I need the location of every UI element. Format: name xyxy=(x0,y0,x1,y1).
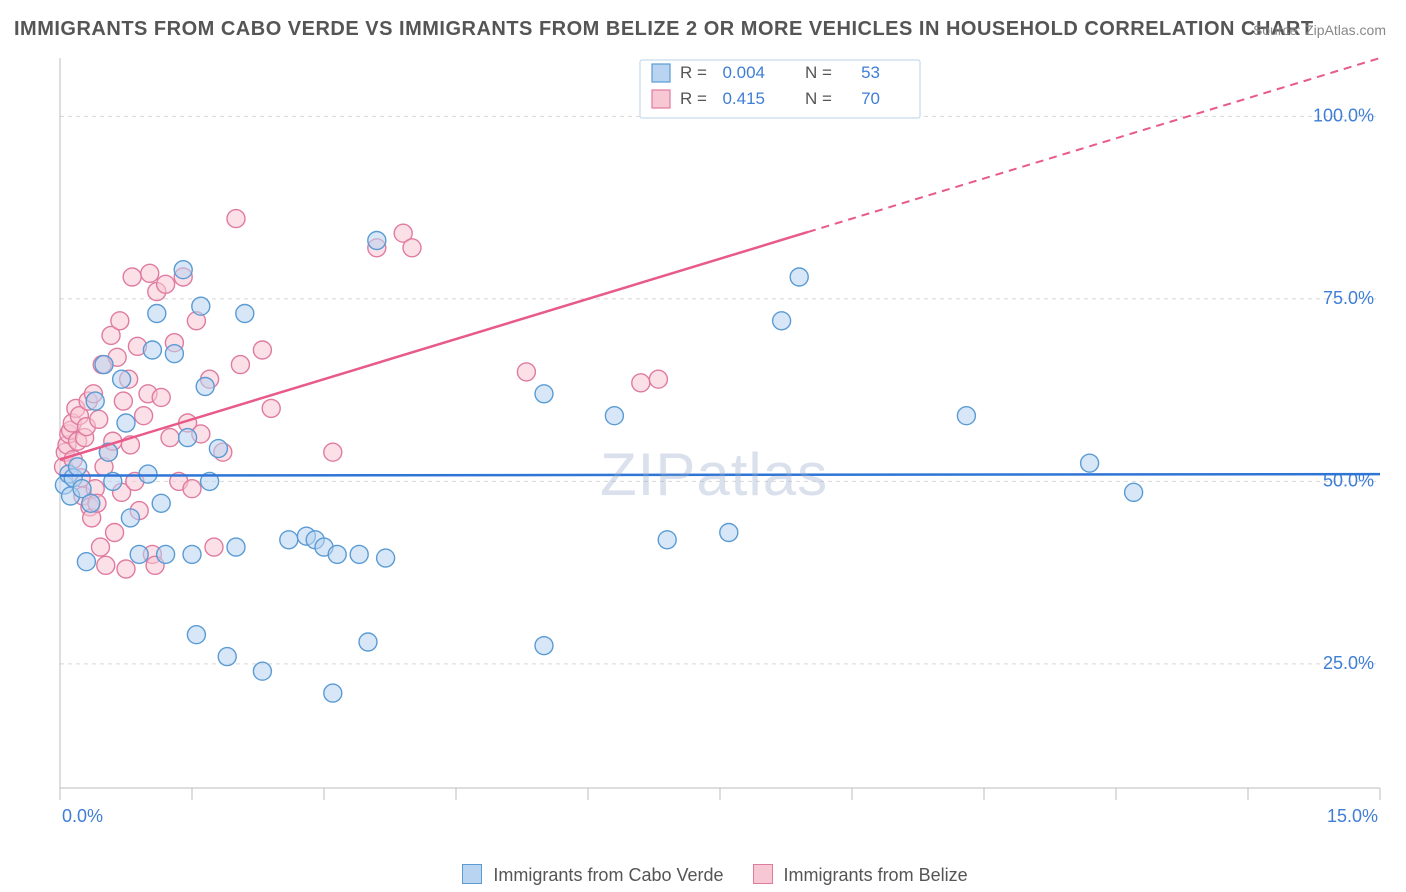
chart-area: 25.0%50.0%75.0%100.0%0.0%15.0%2 or more … xyxy=(40,48,1390,848)
source-site: ZipAtlas.com xyxy=(1305,22,1386,38)
scatter-chart: 25.0%50.0%75.0%100.0%0.0%15.0%2 or more … xyxy=(40,48,1390,848)
svg-text:25.0%: 25.0% xyxy=(1323,653,1374,673)
source-attribution: Source: ZipAtlas.com xyxy=(1253,22,1386,38)
legend-label-cabo-verde: Immigrants from Cabo Verde xyxy=(493,865,723,885)
svg-text:70: 70 xyxy=(861,89,880,108)
svg-text:0.415: 0.415 xyxy=(722,89,765,108)
svg-text:N =: N = xyxy=(805,89,832,108)
svg-text:15.0%: 15.0% xyxy=(1327,806,1378,826)
svg-text:N =: N = xyxy=(805,63,832,82)
chart-title: IMMIGRANTS FROM CABO VERDE VS IMMIGRANTS… xyxy=(14,18,1314,41)
legend-label-belize: Immigrants from Belize xyxy=(784,865,968,885)
svg-text:R =: R = xyxy=(680,63,707,82)
svg-text:75.0%: 75.0% xyxy=(1323,288,1374,308)
svg-text:53: 53 xyxy=(861,63,880,82)
bottom-legend: Immigrants from Cabo Verde Immigrants fr… xyxy=(0,864,1406,886)
svg-text:R =: R = xyxy=(680,89,707,108)
legend-swatch-belize xyxy=(753,864,773,884)
svg-text:0.004: 0.004 xyxy=(722,63,765,82)
svg-text:100.0%: 100.0% xyxy=(1313,105,1374,125)
legend-swatch-cabo-verde xyxy=(462,864,482,884)
svg-text:0.0%: 0.0% xyxy=(62,806,103,826)
source-prefix: Source: xyxy=(1253,22,1305,38)
